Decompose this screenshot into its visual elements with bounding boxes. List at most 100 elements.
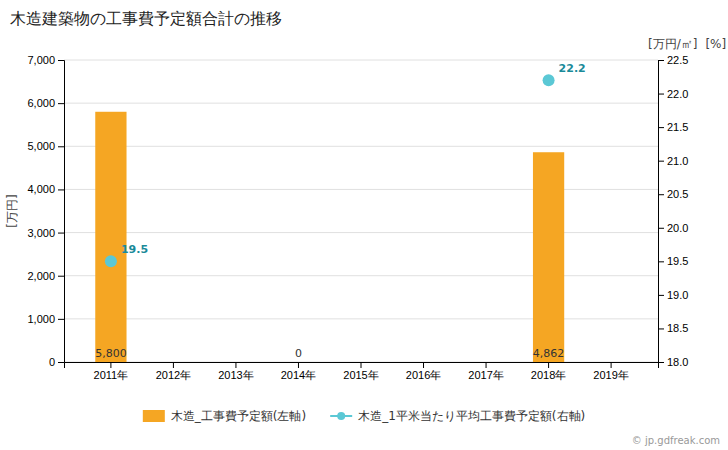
bar	[158, 362, 189, 363]
tick-mark	[658, 127, 664, 128]
tick-label: 22.0	[667, 88, 688, 100]
tick-label: 19.0	[667, 289, 688, 301]
tick-label: 4,000	[27, 183, 55, 195]
tick-label: 2015年	[343, 369, 378, 381]
tick-label: 2019年	[593, 369, 628, 381]
axis-line	[659, 61, 665, 363]
tick-label: 2014年	[281, 369, 316, 381]
tick-mark	[58, 233, 64, 234]
tick: 19.5	[658, 255, 688, 267]
tick-label: 3,000	[27, 227, 55, 239]
tick-label: 1,000	[27, 313, 55, 325]
axis-title: [万円]	[5, 194, 19, 227]
bar	[283, 362, 314, 363]
bar	[408, 362, 439, 363]
tick: 22.5	[658, 54, 688, 66]
tick-mark	[658, 328, 664, 329]
tick-label: 2018年	[531, 369, 566, 381]
tick-mark	[611, 362, 612, 368]
tick: 22.0	[658, 88, 688, 100]
axis-line	[58, 61, 65, 363]
legend-item: 木造_1平米当たり平均工事費予定額(右軸)	[330, 409, 585, 423]
tick-mark	[235, 362, 236, 368]
point	[543, 74, 555, 86]
tick: 21.0	[658, 155, 688, 167]
tick-mark	[658, 228, 664, 229]
legend: 木造_工事費予定額(左軸) 木造_1平米当たり平均工事費予定額(右軸)	[143, 409, 585, 423]
title: 木造建築物の工事費予定額合計の推移	[10, 9, 282, 28]
tick-label: 22.5	[667, 54, 688, 66]
bar	[595, 362, 626, 363]
grid-line	[64, 189, 658, 190]
bar	[470, 362, 501, 363]
tick-mark	[58, 189, 64, 190]
grid	[64, 60, 658, 362]
marks	[95, 74, 564, 362]
bar	[95, 112, 126, 362]
tick-label: 2012年	[156, 369, 191, 381]
point	[105, 255, 117, 267]
tick-mark	[361, 362, 362, 368]
y-axis: 0 1,000 2,000 3,000 4,000 5,000 6,000 7,000	[27, 54, 64, 368]
tick: 7,000	[27, 54, 64, 66]
legend-item: 木造_工事費予定額(左軸)	[143, 409, 306, 423]
legend-label: 木造_1平米当たり平均工事費予定額(右軸)	[358, 409, 585, 423]
tick-mark	[486, 362, 487, 368]
tick-label: 7,000	[27, 54, 55, 66]
tick-mark	[58, 276, 64, 277]
tick-mark	[110, 362, 111, 368]
tick: 2018年	[531, 362, 566, 381]
tick: 2017年	[468, 362, 503, 381]
tick-mark	[658, 94, 664, 95]
plot: 01,0002,0003,0004,0005,0006,0007,00018.0…	[27, 54, 688, 381]
tick: 6,000	[27, 97, 64, 109]
tick: 2,000	[27, 270, 64, 282]
bar	[345, 362, 376, 363]
tick: 1,000	[27, 313, 64, 325]
bar-series	[95, 112, 564, 362]
grid-line	[64, 232, 658, 233]
tick-label: 2013年	[218, 369, 253, 381]
data-label: 5,800	[95, 347, 127, 360]
tick: 2015年	[343, 362, 378, 381]
tick-mark	[58, 146, 64, 147]
tick-label: 20.0	[667, 222, 688, 234]
tick-label: 20.5	[667, 188, 688, 200]
tick-mark	[658, 161, 664, 162]
tick-mark	[423, 362, 424, 368]
legend-swatch	[337, 412, 345, 420]
tick: 3,000	[27, 227, 64, 239]
tick: 0	[49, 356, 64, 368]
tick-label: 6,000	[27, 97, 55, 109]
tick-label: 2016年	[406, 369, 441, 381]
grid-line	[64, 103, 658, 104]
tick-mark	[658, 295, 664, 296]
point-series	[105, 74, 555, 267]
data-label: 22.2	[559, 62, 586, 75]
axis-line	[65, 363, 659, 369]
tick-mark	[58, 60, 64, 61]
tick: 21.5	[658, 121, 688, 133]
grid-line	[64, 318, 658, 319]
tick-mark	[298, 362, 299, 368]
tick-mark	[58, 103, 64, 104]
tick: 19.0	[658, 289, 688, 301]
tick-mark	[548, 362, 549, 368]
legend-swatch	[143, 410, 165, 422]
tick-label: 0	[49, 356, 55, 368]
tick-mark	[173, 362, 174, 368]
tick-mark	[58, 362, 64, 363]
y2-axis: 18.018.519.019.520.020.521.021.522.022.5	[658, 54, 688, 368]
data-label: 4,862	[533, 347, 565, 360]
data-label: 19.5	[121, 243, 148, 256]
tick-mark	[658, 60, 664, 61]
bar	[533, 152, 564, 362]
tick-label: 19.5	[667, 255, 688, 267]
tick-label: 2,000	[27, 270, 55, 282]
tick-label: 5,000	[27, 140, 55, 152]
tick-mark	[658, 194, 664, 195]
chart: 01,0002,0003,0004,0005,0006,0007,00018.0…	[0, 0, 728, 450]
tick: 20.5	[658, 188, 688, 200]
bar	[220, 362, 251, 363]
tick: 20.0	[658, 222, 688, 234]
